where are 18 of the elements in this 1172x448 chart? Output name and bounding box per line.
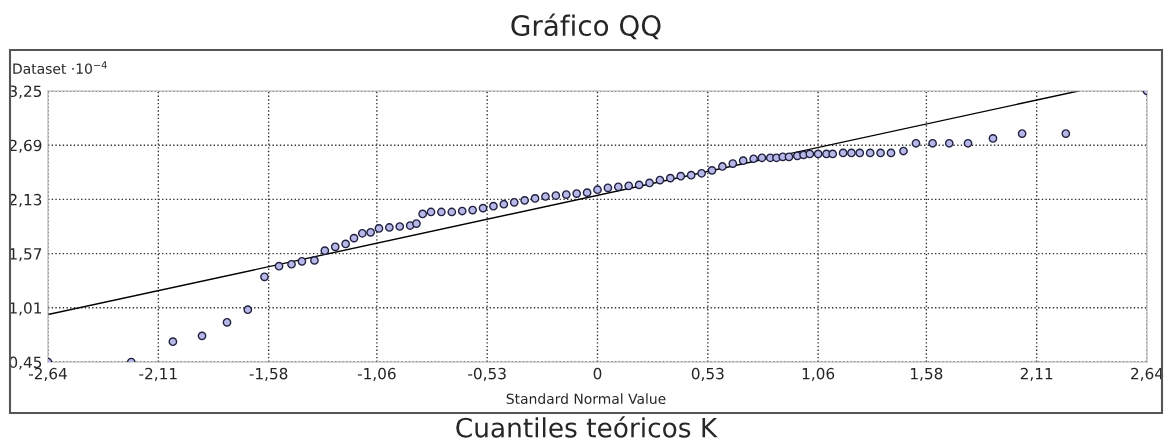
y-axis-title: Dataset ·10$^{−4}$	[13, 61, 107, 74]
x-tick-label: 0	[593, 367, 602, 380]
text: Cuantiles teóricos K	[456, 416, 718, 438]
x-tick-label: -0,53	[468, 367, 506, 381]
y-tick-label: 2,13	[9, 193, 42, 207]
x-tick-label: -1,58	[249, 367, 288, 381]
x-tick-label: -1,06	[357, 367, 396, 381]
y-tick-label: 2,69	[9, 139, 42, 153]
y-tick-label: 3,25	[9, 85, 42, 99]
x-tick-label: 1,58	[911, 367, 943, 381]
x-tick-label: 0,53	[691, 367, 724, 381]
x-tick-label: -2,11	[139, 367, 177, 381]
x-tick-label: 2,11	[1020, 367, 1053, 381]
x-axis-title: Standard Normal Value	[506, 393, 666, 405]
y-tick-label: 1,57	[10, 248, 42, 262]
chart-title: Gráfico QQ	[511, 13, 661, 40]
x-tick-label: 1,06	[802, 367, 835, 381]
y-tick-label: 1,01	[10, 302, 42, 316]
